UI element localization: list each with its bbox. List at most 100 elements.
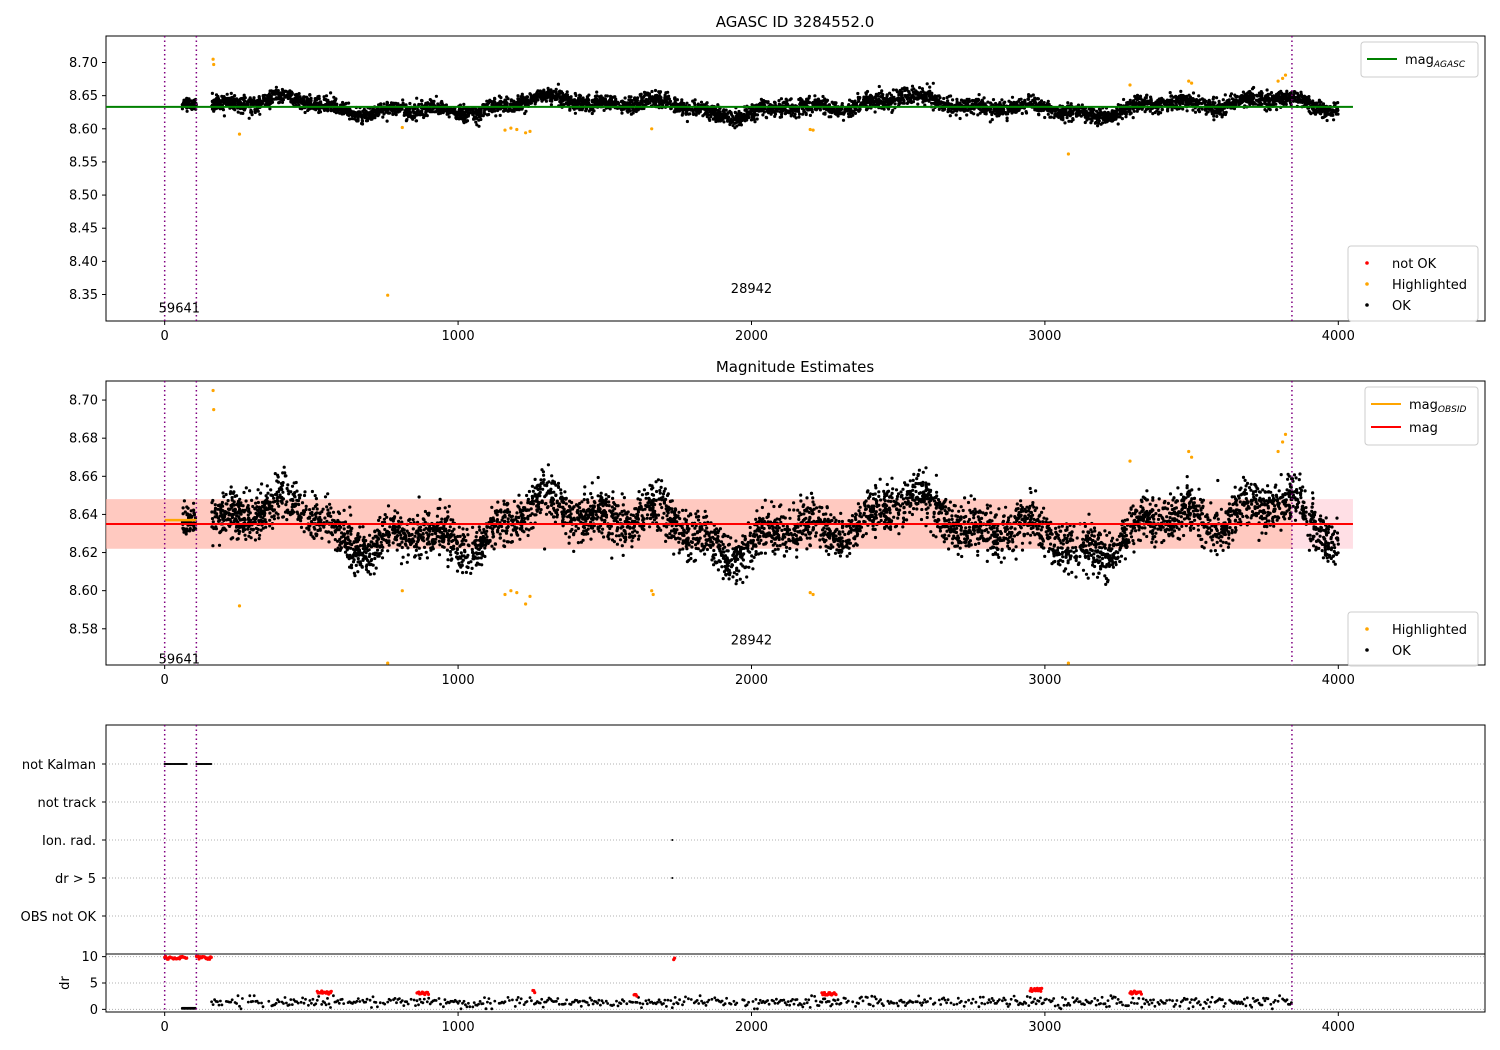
- ok-point: [391, 112, 395, 116]
- ok-point: [1097, 121, 1101, 125]
- ok-point: [595, 90, 599, 94]
- ok-point: [1169, 94, 1174, 98]
- ok-point: [293, 93, 297, 97]
- ok-point: [639, 102, 643, 106]
- ok-point: [718, 117, 723, 121]
- ok-point: [504, 108, 508, 112]
- ok-point: [1220, 115, 1224, 119]
- ok-point: [979, 108, 983, 112]
- ok-point: [640, 96, 644, 100]
- ok-point: [524, 96, 528, 100]
- ok-point: [871, 97, 875, 101]
- ok-point: [535, 93, 540, 97]
- ok-point: [643, 100, 647, 104]
- ok-point: [546, 86, 550, 90]
- ok-point: [437, 112, 441, 116]
- ok-point: [946, 110, 950, 114]
- ok-point: [180, 107, 184, 111]
- ok-point: [1279, 89, 1283, 93]
- ok-point: [1010, 95, 1015, 99]
- ok-point: [797, 115, 801, 119]
- highlighted-point: [1276, 79, 1280, 83]
- ok-point: [864, 108, 869, 112]
- ok-point: [823, 97, 827, 101]
- ok-point: [937, 94, 941, 98]
- ok-point: [1016, 109, 1020, 113]
- ok-point: [626, 110, 630, 114]
- ok-point: [1037, 112, 1041, 116]
- highlighted-point: [1190, 81, 1194, 85]
- x-tick-label: 3000: [1028, 329, 1061, 344]
- ok-point: [1211, 97, 1215, 101]
- ok-point: [811, 101, 815, 105]
- ok-point: [353, 111, 357, 116]
- ok-point: [1204, 112, 1208, 116]
- ok-point: [1182, 95, 1186, 99]
- ok-point: [225, 100, 229, 104]
- ok-point: [1325, 118, 1329, 123]
- ok-point: [578, 108, 582, 112]
- ok-point: [628, 101, 632, 105]
- ok-point: [286, 93, 290, 97]
- ok-point: [1131, 116, 1135, 120]
- ok-point: [715, 117, 720, 121]
- ok-point: [304, 102, 308, 106]
- ok-point: [427, 102, 431, 106]
- ok-point: [684, 111, 688, 115]
- ok-point: [888, 91, 892, 95]
- ok-point: [188, 513, 192, 517]
- ok-point: [910, 84, 915, 88]
- ok-point: [190, 100, 194, 104]
- ok-point: [1213, 101, 1217, 105]
- ok-point: [1089, 117, 1093, 121]
- legend-label: Highlighted: [1392, 278, 1467, 293]
- ok-point: [974, 97, 978, 101]
- ok-point: [386, 108, 390, 112]
- legend-label: not OK: [1392, 257, 1437, 272]
- ok-point: [1145, 99, 1150, 103]
- ok-point: [1217, 108, 1221, 112]
- ok-point: [313, 99, 317, 103]
- ok-point: [882, 107, 886, 111]
- ok-point: [360, 115, 364, 119]
- ok-point: [322, 95, 326, 99]
- ok-point: [1250, 87, 1255, 91]
- ok-point: [1267, 96, 1271, 100]
- ok-point: [307, 107, 311, 111]
- ok-point: [1096, 124, 1100, 128]
- ok-point: [1237, 99, 1241, 103]
- ok-point: [1152, 102, 1156, 106]
- ok-point: [483, 112, 487, 116]
- ok-point: [655, 96, 659, 100]
- ok-point: [868, 101, 872, 105]
- ok-point: [1256, 103, 1260, 107]
- ok-point: [1307, 95, 1311, 99]
- ok-point: [1023, 100, 1027, 104]
- ok-point: [547, 94, 551, 98]
- ok-point: [1234, 102, 1238, 106]
- ok-point: [1330, 113, 1334, 117]
- ok-point: [1191, 99, 1195, 103]
- ok-point: [1071, 117, 1075, 121]
- ok-point: [1159, 111, 1163, 115]
- ok-point: [230, 95, 234, 99]
- ok-point: [902, 99, 906, 103]
- ok-point: [382, 112, 386, 116]
- ok-point: [1085, 118, 1089, 122]
- ok-point: [685, 119, 690, 124]
- ok-point: [1007, 99, 1011, 103]
- ok-point: [751, 113, 756, 117]
- ok-point: [1228, 94, 1233, 98]
- ok-point: [1122, 97, 1126, 102]
- ok-point: [765, 116, 769, 120]
- ok-point: [941, 108, 946, 112]
- ok-point: [1128, 108, 1132, 113]
- ok-point: [837, 109, 841, 113]
- ok-point: [1101, 111, 1105, 115]
- ok-point: [899, 101, 903, 105]
- ok-point: [462, 102, 466, 106]
- ok-point: [821, 102, 825, 107]
- ok-point: [253, 101, 257, 105]
- obs-label: 28942: [731, 282, 772, 297]
- ok-point: [650, 89, 654, 94]
